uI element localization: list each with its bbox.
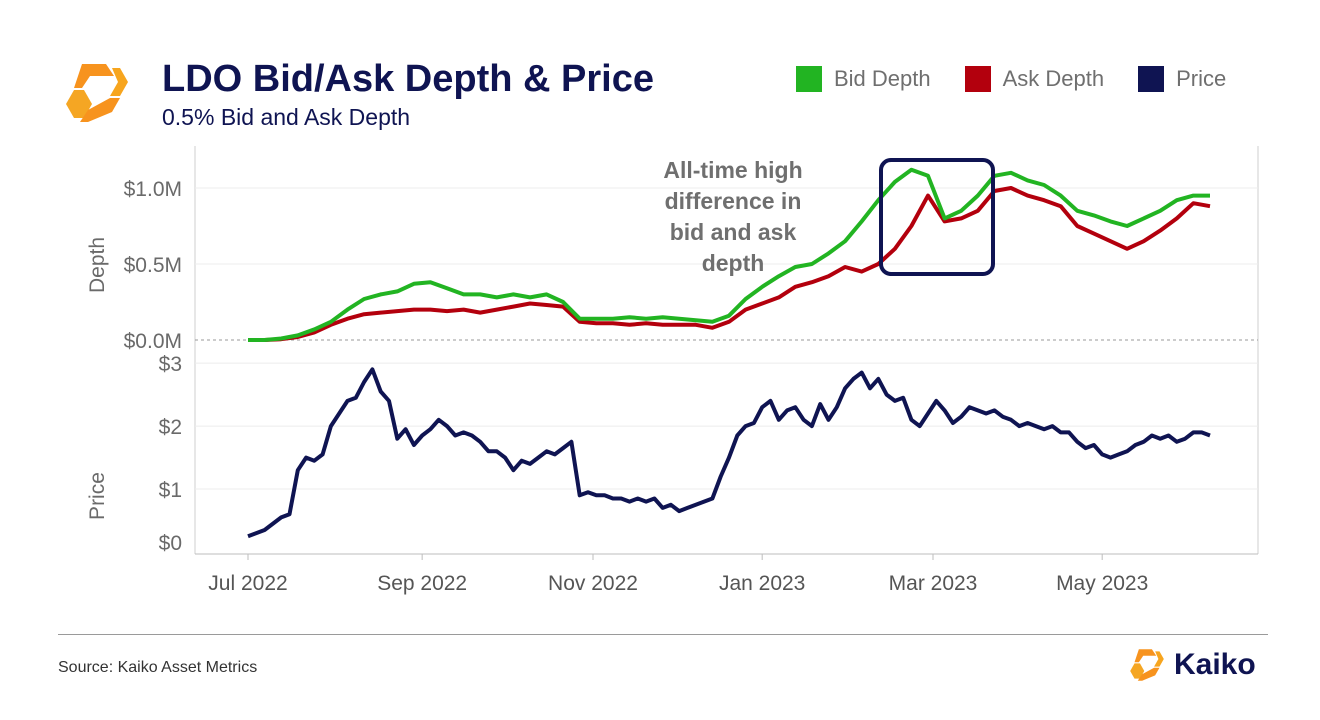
chart-legend: Bid Depth Ask Depth Price bbox=[796, 66, 1260, 92]
price-series-line bbox=[247, 367, 1211, 539]
depth-tick-label: $0.5M bbox=[124, 254, 182, 277]
legend-swatch-ask bbox=[964, 66, 991, 92]
page-subtitle: 0.5% Bid and Ask Depth bbox=[162, 104, 411, 130]
page-title: LDO Bid/Ask Depth & Price bbox=[162, 58, 654, 100]
legend-item-ask: Ask Depth bbox=[964, 66, 1105, 92]
footer-divider bbox=[58, 634, 1268, 635]
price-axis-title: Price bbox=[86, 472, 109, 520]
annotation-text-line: bid and ask bbox=[670, 219, 797, 245]
legend-label-price: Price bbox=[1176, 66, 1227, 91]
x-tick-label: Mar 2023 bbox=[889, 572, 978, 595]
legend-label-ask: Ask Depth bbox=[1002, 66, 1105, 91]
legend-item-bid: Bid Depth bbox=[796, 66, 931, 92]
source-note: Source: Kaiko Asset Metrics bbox=[58, 659, 258, 676]
x-tick-label: May 2023 bbox=[1056, 572, 1148, 595]
x-tick-label: Sep 2022 bbox=[377, 572, 467, 595]
price-tick-label: $1 bbox=[159, 479, 182, 502]
kaiko-wordmark: Kaiko bbox=[1174, 648, 1256, 681]
depth-tick-label: $1.0M bbox=[124, 178, 182, 201]
price-tick-label: $3 bbox=[159, 353, 182, 376]
annotation-text-line: difference in bbox=[665, 188, 802, 214]
x-tick-label: Nov 2022 bbox=[548, 572, 638, 595]
kaiko-brand: Kaiko bbox=[1128, 646, 1256, 684]
annotation-highlight-box bbox=[879, 158, 995, 276]
annotation-text-line: All-time high bbox=[663, 157, 802, 183]
kaiko-logo-mark bbox=[62, 60, 132, 126]
legend-swatch-bid bbox=[796, 66, 822, 92]
price-tick-label: $2 bbox=[159, 416, 182, 439]
legend-item-price: Price bbox=[1138, 66, 1226, 92]
legend-swatch-price bbox=[1138, 66, 1165, 92]
bid-depth-series-line bbox=[248, 167, 1210, 342]
ask-depth-series-line bbox=[248, 186, 1211, 342]
depth-axis-title: Depth bbox=[86, 237, 109, 293]
kaiko-small-logo-icon bbox=[1130, 649, 1164, 681]
depth-tick-label: $0.0M bbox=[124, 330, 182, 353]
price-tick-label: $0 bbox=[159, 532, 182, 555]
legend-label-bid: Bid Depth bbox=[834, 66, 931, 91]
x-tick-label: Jan 2023 bbox=[719, 572, 805, 595]
x-tick-label: Jul 2022 bbox=[208, 572, 287, 595]
annotation-text-line: depth bbox=[702, 250, 765, 276]
